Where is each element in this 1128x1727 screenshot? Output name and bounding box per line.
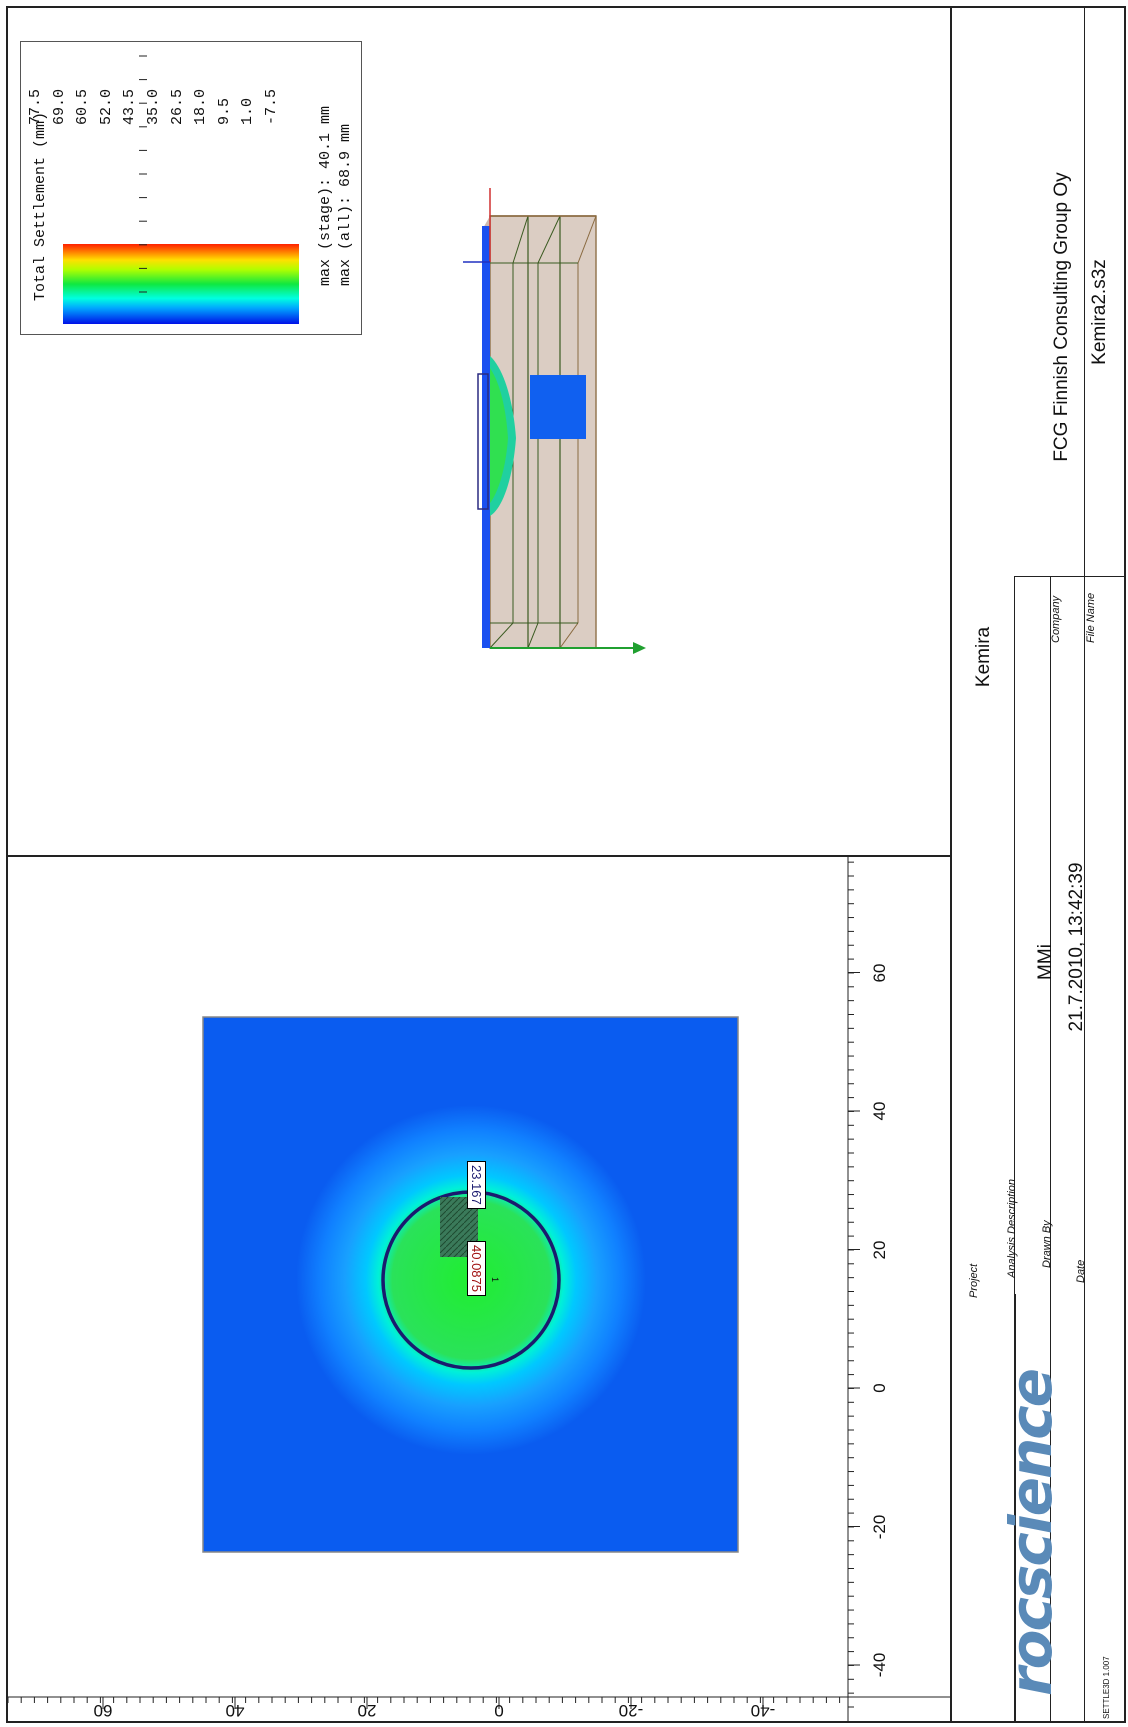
y-axis-label: 60 bbox=[93, 1701, 113, 1720]
drawn-by-value: MMi bbox=[1035, 944, 1056, 980]
legend-tick-label: 60.5 bbox=[74, 88, 92, 125]
legend-tick-label: 1.0 bbox=[239, 97, 257, 125]
analysis-label: Analysis Description bbox=[1006, 1178, 1018, 1278]
x-axis-label: 40 bbox=[870, 1101, 889, 1121]
legend-svg bbox=[63, 55, 299, 324]
x-axis-label: -40 bbox=[870, 1652, 889, 1678]
date-value: 21.7.2010, 13:42:39 bbox=[1066, 862, 1087, 1032]
project-value: Kemira bbox=[973, 626, 994, 688]
legend-tick-label: 69.0 bbox=[50, 88, 68, 125]
viewport-divider bbox=[6, 855, 951, 857]
software-version: SETTLE3D 1.007 bbox=[1102, 1656, 1111, 1719]
y-axis-label: 20 bbox=[357, 1701, 377, 1720]
legend-tick-label: 35.0 bbox=[145, 88, 162, 125]
file-name-value: Kemira2.s3z bbox=[1089, 259, 1110, 365]
label-23-167: 23.167 bbox=[462, 1161, 486, 1221]
drawn-by-label: Drawn By bbox=[1041, 1220, 1053, 1268]
y-axis-label: 40 bbox=[225, 1701, 245, 1720]
y-axis-label: 0 bbox=[494, 1701, 504, 1720]
legend-tick-label: -7.5 bbox=[263, 88, 280, 125]
drawing-frame bbox=[6, 6, 1126, 1723]
file-name-label: File Name bbox=[1085, 592, 1097, 643]
date-label: Date bbox=[1075, 1259, 1087, 1283]
point-number: 1 bbox=[490, 1277, 500, 1283]
legend-title: Total Settlement (mm) bbox=[32, 111, 49, 301]
plan-view-panel[interactable]: 23.167 40.0875 1 -40 -20 0 20 40 60 60 40 20 0 -2… bbox=[8, 857, 950, 1721]
rocscience-logo: rocscience bbox=[997, 1370, 1065, 1696]
legend-tick-label: 52.0 bbox=[97, 88, 115, 125]
title-block: Project Kemira Analysis Description Draw… bbox=[952, 6, 1126, 1723]
legend-tick-label: 18.0 bbox=[192, 88, 210, 125]
legend-tick-label: 43.5 bbox=[121, 88, 139, 125]
y-axis-label: -40 bbox=[750, 1701, 776, 1720]
x-axis-label: 60 bbox=[870, 963, 889, 982]
label-40-0875: 40.0875 bbox=[462, 1241, 486, 1301]
legend-box: Total Settlement (mm) -7.5 1.0 9.5 18.0 26.5… bbox=[20, 41, 362, 335]
legend-max-all: max (all): 68.9 mm bbox=[337, 123, 354, 286]
legend-tick-label: 9.5 bbox=[215, 97, 233, 125]
x-axis-label: 0 bbox=[870, 1383, 889, 1393]
title-block-divider bbox=[950, 6, 952, 1723]
company-label: Company bbox=[1050, 595, 1062, 643]
x-axis-label: 20 bbox=[870, 1240, 889, 1259]
x-axis-label: -20 bbox=[870, 1514, 889, 1539]
view-3d-panel[interactable]: Total Settlement (mm) -7.5 1.0 9.5 18.0 26.5… bbox=[8, 8, 950, 854]
legend-tick-label: 26.5 bbox=[168, 88, 186, 125]
legend-max-stage: max (stage): 40.1 mm bbox=[317, 105, 334, 286]
company-value: FCG Finnish Consulting Group Oy bbox=[1051, 172, 1072, 462]
project-label: Project bbox=[968, 1263, 980, 1298]
legend-tick-label: 77.5 bbox=[27, 88, 44, 125]
y-axis-label: -20 bbox=[618, 1701, 644, 1720]
legend-colorbar bbox=[63, 244, 299, 324]
